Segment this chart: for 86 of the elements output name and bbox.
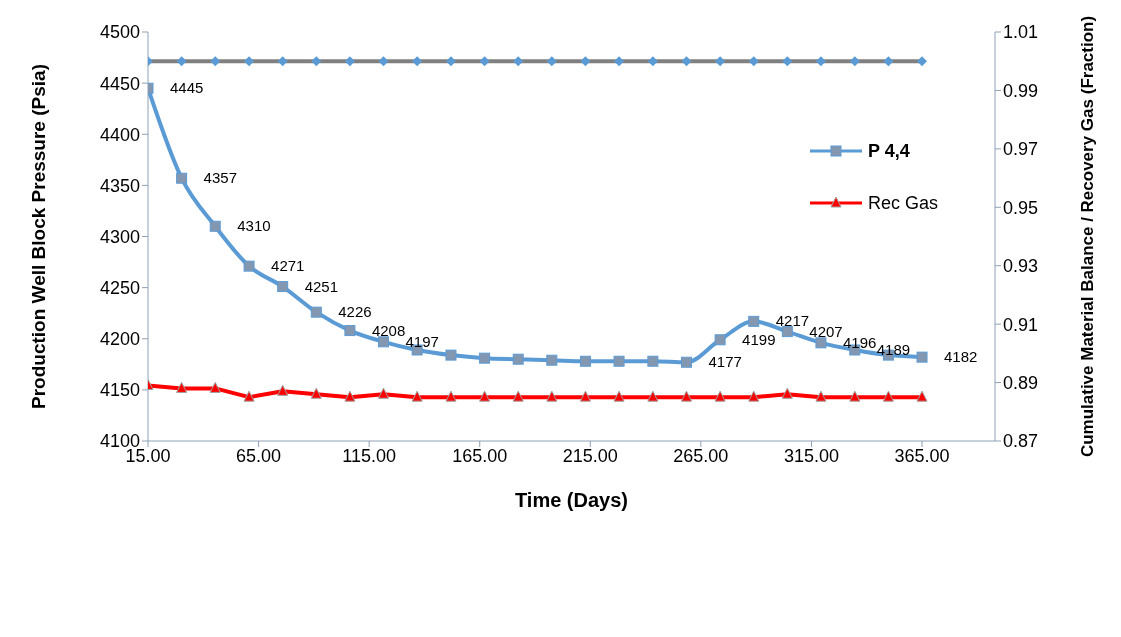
point: [310, 387, 322, 399]
data-label: 4189: [876, 341, 911, 358]
point: [647, 390, 659, 402]
data-label: 4199: [742, 330, 776, 348]
y-tick-label: 4400: [99, 124, 140, 145]
y2-tick-label: 0.91: [1003, 314, 1039, 335]
point: [277, 384, 289, 396]
x-tick-label: 215.00: [562, 445, 618, 466]
y2-tick-label: 0.87: [1003, 431, 1039, 452]
point: [411, 390, 423, 402]
point: [748, 315, 760, 327]
y-tick-label: 4200: [99, 329, 140, 350]
point: [243, 260, 255, 272]
point: [613, 390, 625, 402]
y2-axis-title: Cumulative Material Balance / Recovery Gas (Fraction): [1078, 15, 1098, 458]
y-tick-label: 4300: [99, 226, 140, 247]
x-tick-label: 365.00: [894, 445, 950, 466]
point: [176, 381, 188, 393]
point: [647, 355, 659, 367]
point: [512, 353, 524, 365]
data-label: 4217: [775, 312, 810, 330]
point: [176, 172, 188, 184]
y-tick-label: 4150: [99, 380, 140, 401]
data-label: 4271: [271, 257, 305, 275]
point: [243, 390, 255, 402]
point: [748, 390, 760, 402]
data-label: 4182: [944, 348, 978, 366]
point: [815, 337, 827, 349]
point: [378, 336, 390, 348]
data-label: 4208: [371, 321, 406, 339]
x-tick-label: 165.00: [452, 445, 508, 466]
point: [916, 351, 928, 363]
point: [378, 387, 390, 399]
point: [310, 306, 322, 318]
y-tick-label: 4350: [99, 175, 140, 196]
data-label: 4310: [237, 217, 271, 235]
x-tick-label: 115.00: [342, 445, 397, 466]
point: [209, 381, 221, 393]
x-axis-title: Time (Days): [514, 489, 629, 511]
point: [209, 220, 221, 232]
y2-tick-label: 0.93: [1003, 256, 1039, 277]
y2-tick-label: 0.95: [1003, 197, 1039, 218]
point: [479, 352, 491, 364]
point: [344, 390, 356, 402]
point: [714, 334, 726, 346]
point: [613, 355, 625, 367]
y2-tick-label: 1.01: [1003, 22, 1039, 43]
point: [781, 326, 793, 338]
data-label: 4357: [203, 169, 237, 187]
data-label: 4445: [170, 79, 204, 97]
data-label: 4251: [304, 277, 339, 295]
y2-tick-label: 0.89: [1003, 372, 1039, 393]
point: [815, 390, 827, 402]
point: [714, 390, 726, 402]
y-tick-label: 4450: [99, 73, 140, 94]
point: [681, 390, 692, 402]
y-tick-label: 4250: [99, 278, 140, 299]
y2-tick-label: 0.97: [1003, 139, 1039, 160]
point: [579, 390, 591, 402]
data-label: 4196: [842, 333, 877, 351]
point: [681, 356, 692, 368]
y2-tick-label: 0.99: [1003, 80, 1039, 101]
point: [849, 390, 861, 402]
data-label: 4207: [809, 322, 843, 340]
point: [882, 390, 894, 402]
x-tick-label: 265.00: [673, 445, 729, 466]
y-tick-label: 4500: [99, 22, 140, 43]
data-label: 4177: [708, 353, 742, 371]
legend-label: Rec Gas: [868, 192, 939, 214]
data-label: 4197: [405, 332, 439, 350]
legend-label: P 4,4: [868, 140, 910, 162]
x-tick-label: 65.00: [236, 445, 282, 466]
point: [546, 354, 558, 366]
point: [479, 390, 491, 402]
point: [579, 355, 591, 367]
point: [916, 390, 928, 402]
point: [781, 387, 793, 399]
x-tick-label: 315.00: [783, 445, 839, 466]
data-label: 4226: [338, 303, 372, 321]
point: [344, 325, 356, 337]
point: [512, 390, 524, 402]
y-axis-title: Production Well Block Pressure (Psia): [27, 64, 49, 409]
point: [445, 390, 457, 402]
point: [445, 349, 457, 361]
point: [546, 390, 558, 402]
point: [277, 281, 289, 293]
